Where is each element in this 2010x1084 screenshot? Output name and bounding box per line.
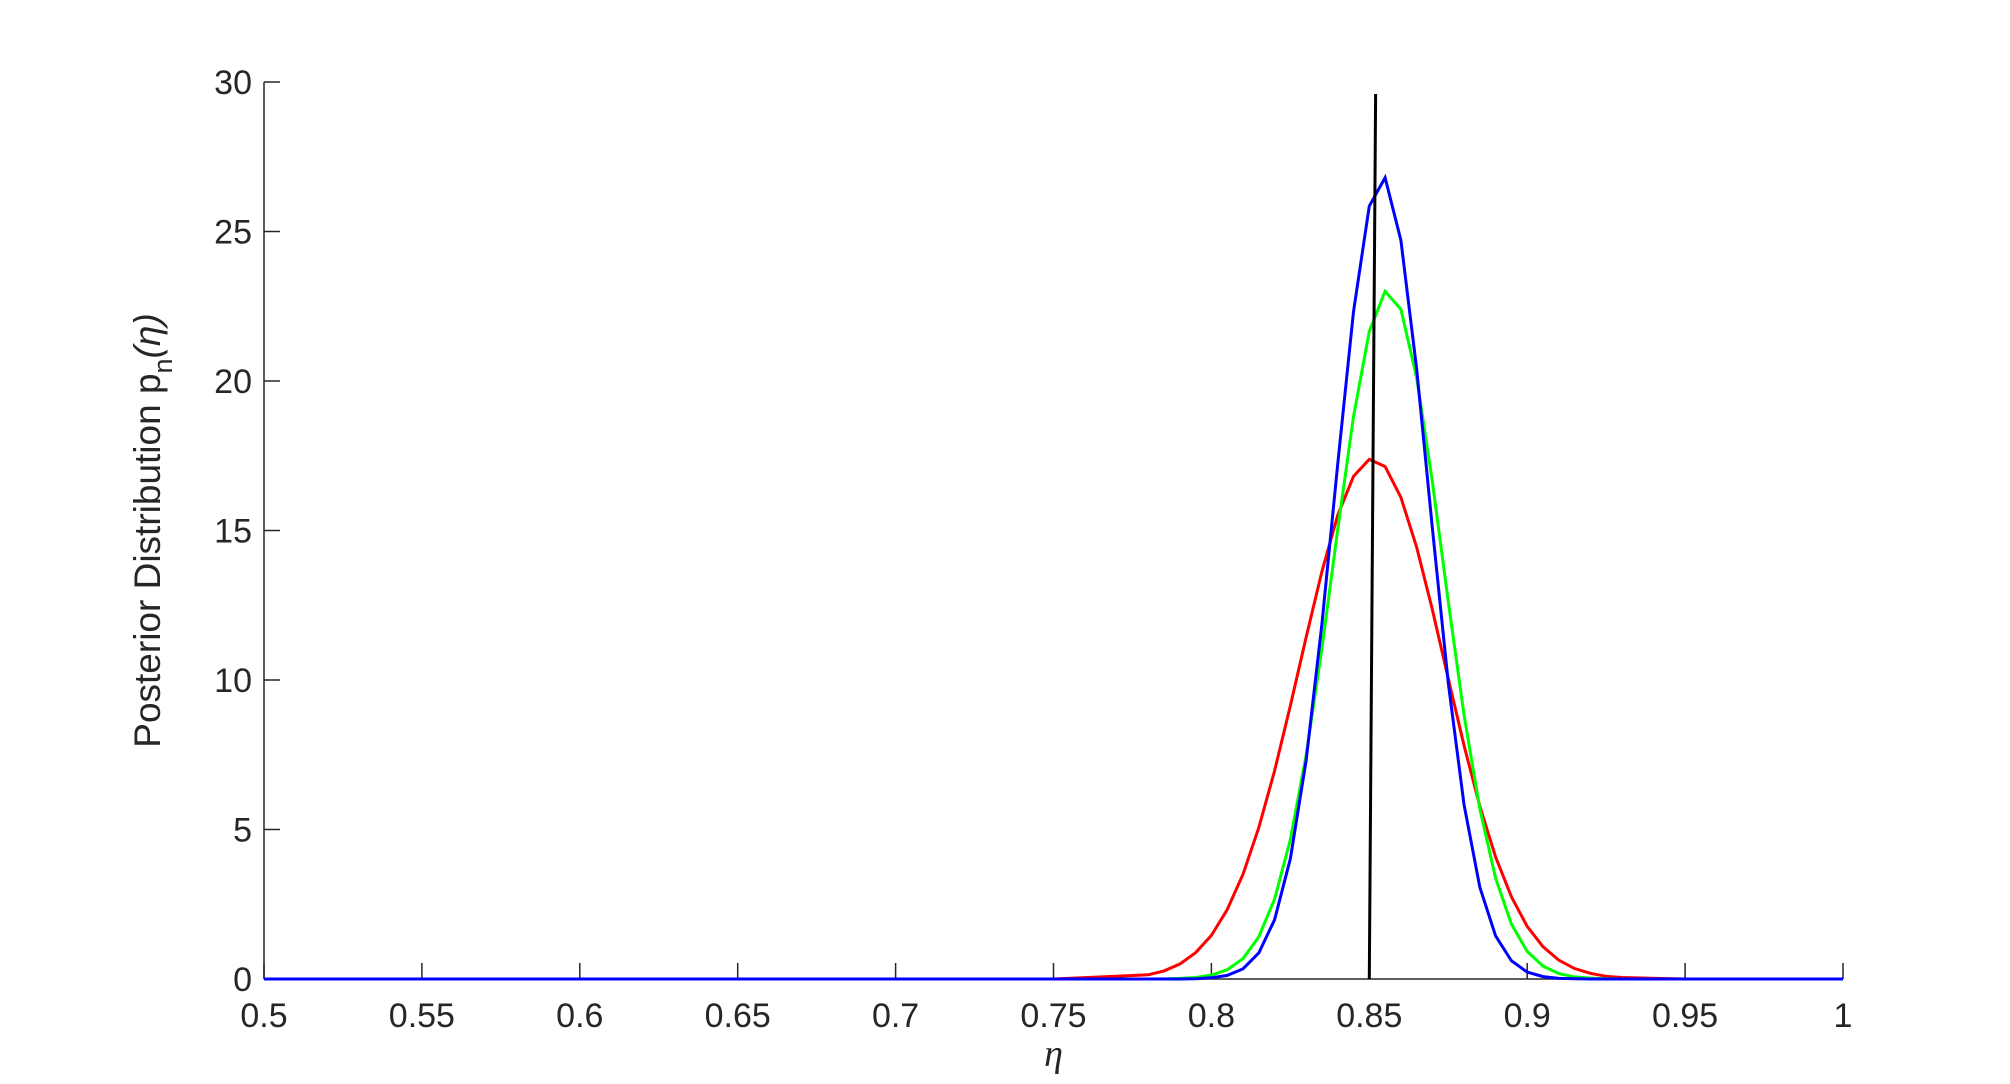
x-tick-label: 0.55 xyxy=(389,997,455,1035)
y-tick-label: 20 xyxy=(214,363,252,401)
y-axis-label-text: Posterior Distribution p xyxy=(127,373,168,747)
y-tick-label: 15 xyxy=(214,513,252,551)
x-tick-label: 0.8 xyxy=(1188,997,1235,1035)
data-line xyxy=(264,288,1843,981)
x-tick-label: 0.7 xyxy=(872,997,919,1035)
x-tick-label: 0.5 xyxy=(240,997,287,1035)
x-tick-label: 0.9 xyxy=(1504,997,1551,1035)
x-tick-label: 0.95 xyxy=(1652,997,1718,1035)
y-tick-label: 30 xyxy=(214,64,252,102)
data-line xyxy=(1367,93,1378,980)
y-tick-label: 5 xyxy=(233,812,252,850)
y-tick-label: 25 xyxy=(214,214,252,252)
y-axis-label-subscript: n xyxy=(148,358,178,373)
x-tick-label: 0.6 xyxy=(556,997,603,1035)
data-line xyxy=(264,457,1843,981)
x-axis-label: η xyxy=(1044,1033,1063,1075)
y-axis-label: Posterior Distribution pn(η) xyxy=(127,313,178,747)
y-axis-label-arg: (η) xyxy=(127,313,168,358)
x-tick-label: 0.75 xyxy=(1020,997,1086,1035)
x-tick-label: 0.85 xyxy=(1336,997,1402,1035)
x-tick-label: 1 xyxy=(1834,997,1853,1035)
y-tick-label: 10 xyxy=(214,662,252,700)
data-line xyxy=(264,173,1843,981)
x-tick-label: 0.65 xyxy=(705,997,771,1035)
y-tick-label: 0 xyxy=(233,961,252,999)
